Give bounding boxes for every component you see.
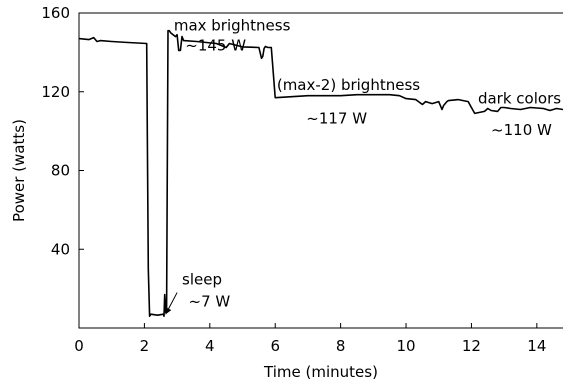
y-tick-label: 120 xyxy=(41,83,70,101)
annotation-label: ~145 W xyxy=(185,36,246,54)
annotation-label: ~110 W xyxy=(491,121,552,139)
y-tick-label: 40 xyxy=(51,240,70,258)
y-axis-label: Power (watts) xyxy=(10,119,28,222)
x-tick-label: 2 xyxy=(140,337,150,355)
x-tick-label: 10 xyxy=(396,337,415,355)
annotation-label: ~117 W xyxy=(306,109,367,127)
y-tick-label: 160 xyxy=(41,4,70,22)
x-axis-label: Time (minutes) xyxy=(263,363,378,381)
annotation-label: sleep xyxy=(182,271,222,289)
plot-frame xyxy=(78,12,563,329)
sleep-arrow-head xyxy=(165,307,172,315)
x-tick-label: 8 xyxy=(336,337,346,355)
y-tick-label: 80 xyxy=(51,162,70,180)
power-series-line xyxy=(78,29,563,317)
annotation-label: ~7 W xyxy=(189,292,231,310)
tick-labels: 0 2 4 6 8 10 12 14 40 80 120 160 xyxy=(41,4,546,355)
x-tick-label: 0 xyxy=(74,337,84,355)
x-tick-label: 6 xyxy=(270,337,280,355)
x-tick-label: 12 xyxy=(462,337,481,355)
x-tick-label: 14 xyxy=(527,337,546,355)
x-tick-label: 4 xyxy=(205,337,215,355)
annotations: max brightness~145 W (max-2) brightness ~1… xyxy=(165,17,561,315)
annotation-label: dark colors xyxy=(478,90,561,108)
annotation-label: max brightness xyxy=(174,17,291,35)
annotation-label: (max-2) brightness xyxy=(277,76,420,94)
